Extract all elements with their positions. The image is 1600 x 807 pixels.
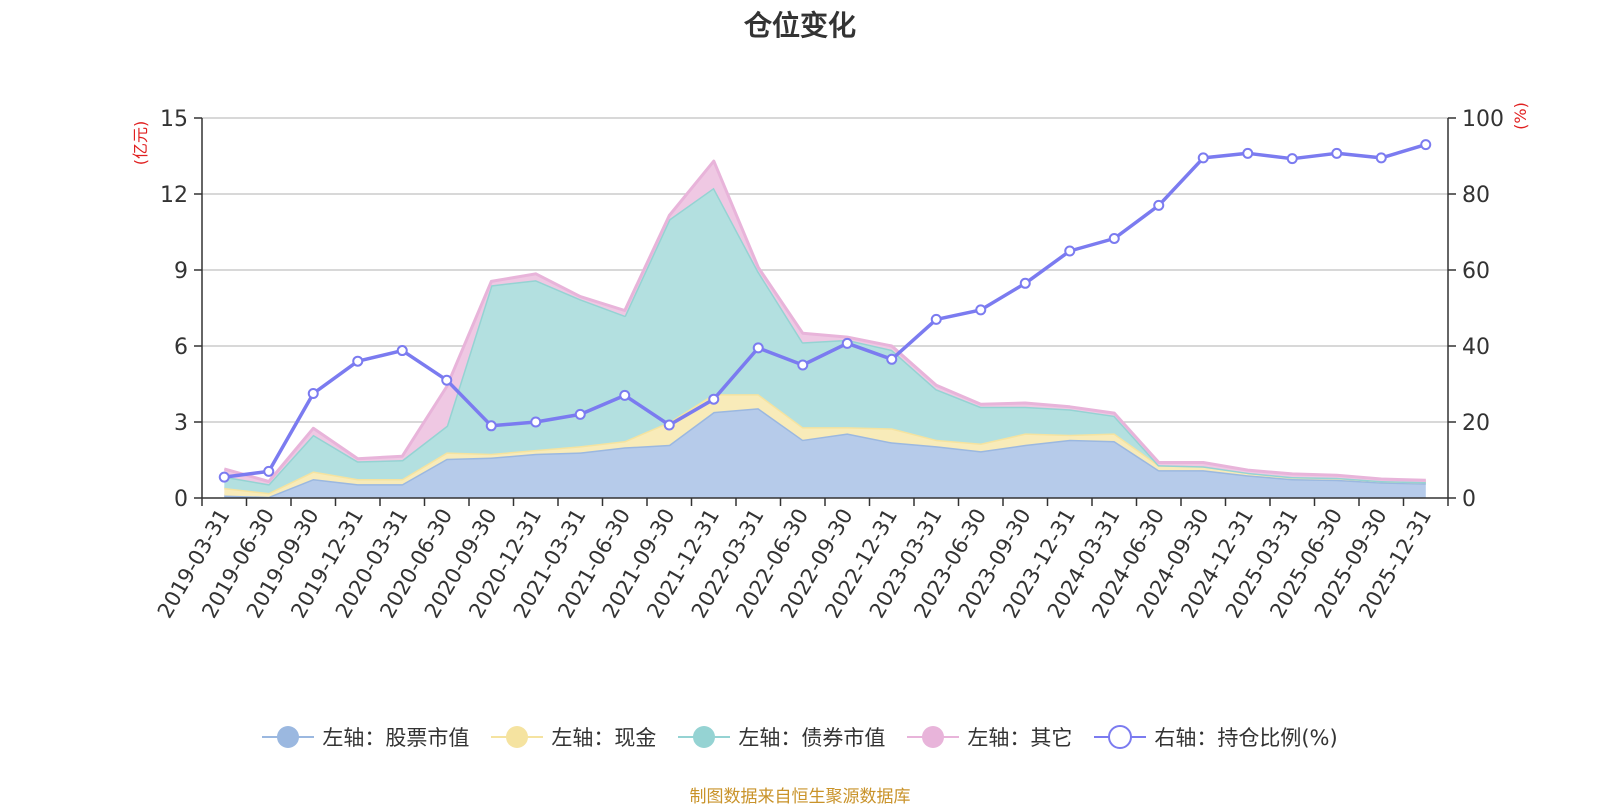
stacked-areas: [223, 159, 1426, 499]
legend-marker-icon: [262, 726, 315, 748]
legend: 左轴：股票市值 左轴：现金 左轴：债券市值 左轴：其它 右轴：持仓比例(%): [0, 722, 1600, 752]
ratio-point: [352, 355, 364, 367]
left-tick-label: 3: [174, 411, 188, 436]
ratio-point: [841, 337, 853, 349]
ratio-point: [396, 345, 408, 357]
right-tick-label: 80: [1462, 183, 1490, 208]
ratio-point: [530, 416, 542, 428]
right-tick-label: 20: [1462, 411, 1490, 436]
right-tick-label: 100: [1462, 107, 1504, 132]
legend-item[interactable]: 左轴：股票市值: [262, 722, 469, 752]
source-note: 制图数据来自恒生聚源数据库: [689, 787, 911, 807]
ratio-point: [307, 388, 319, 399]
legend-marker-icon: [491, 726, 544, 748]
legend-marker-icon: [907, 726, 960, 748]
area-左轴：其它: [224, 161, 1426, 485]
legend-label: 左轴：现金: [551, 726, 657, 750]
area-左轴：股票市值: [224, 408, 1426, 498]
ratio-point: [263, 465, 275, 477]
left-tick-label: 0: [174, 487, 188, 512]
ratio-point: [886, 353, 898, 365]
ratio-point: [218, 471, 230, 483]
ratio-point: [1331, 147, 1343, 159]
legend-marker-icon: [1094, 725, 1147, 749]
legend-item[interactable]: 左轴：债券市值: [678, 722, 885, 752]
right-tick-label: 60: [1462, 259, 1490, 284]
ratio-point: [1375, 152, 1387, 164]
right-tick-label: 40: [1462, 335, 1490, 360]
ratio-point: [1108, 232, 1120, 244]
right-tick-label: 0: [1462, 487, 1476, 512]
legend-item[interactable]: 右轴：持仓比例(%): [1094, 722, 1338, 752]
ratio-line-path: [224, 142, 1427, 479]
ratio-point: [1420, 139, 1432, 151]
ratio-point: [708, 393, 720, 405]
ratio-point: [930, 313, 942, 325]
left-axis-unit: (亿元): [131, 121, 150, 166]
ratio-point: [1242, 147, 1254, 159]
ratio-point: [1153, 199, 1165, 211]
ratio-point: [663, 419, 675, 431]
ratio-point: [975, 304, 987, 316]
legend-item[interactable]: 左轴：现金: [491, 722, 656, 752]
left-tick-label: 12: [160, 183, 188, 208]
left-tick-label: 6: [174, 335, 188, 360]
left-tick-label: 15: [160, 107, 188, 132]
ratio-point: [574, 408, 586, 420]
legend-label: 右轴：持仓比例(%): [1154, 726, 1338, 750]
area-左轴：债券市值: [224, 187, 1426, 493]
ratio-point: [797, 359, 809, 371]
legend-item[interactable]: 左轴：其它: [907, 722, 1072, 752]
legend-label: 左轴：股票市值: [322, 726, 470, 750]
chart-title: 仓位变化: [743, 9, 856, 42]
ratio-point: [752, 342, 764, 354]
legend-label: 左轴：其它: [967, 726, 1073, 750]
area-edge-左轴：其它: [223, 159, 1426, 483]
ratio-point: [1286, 153, 1298, 165]
right-axis-unit: (%): [1511, 102, 1530, 130]
legend-marker-icon: [678, 726, 731, 748]
ratio-point: [485, 420, 497, 432]
legend-label: 左轴：债券市值: [738, 726, 886, 750]
left-tick-label: 9: [174, 259, 188, 284]
ratio-line: [218, 139, 1432, 483]
ratio-point: [1019, 277, 1031, 289]
ratio-point: [441, 374, 453, 386]
ratio-point: [1064, 245, 1076, 257]
ratio-point: [1197, 152, 1209, 164]
ratio-point: [619, 389, 631, 401]
